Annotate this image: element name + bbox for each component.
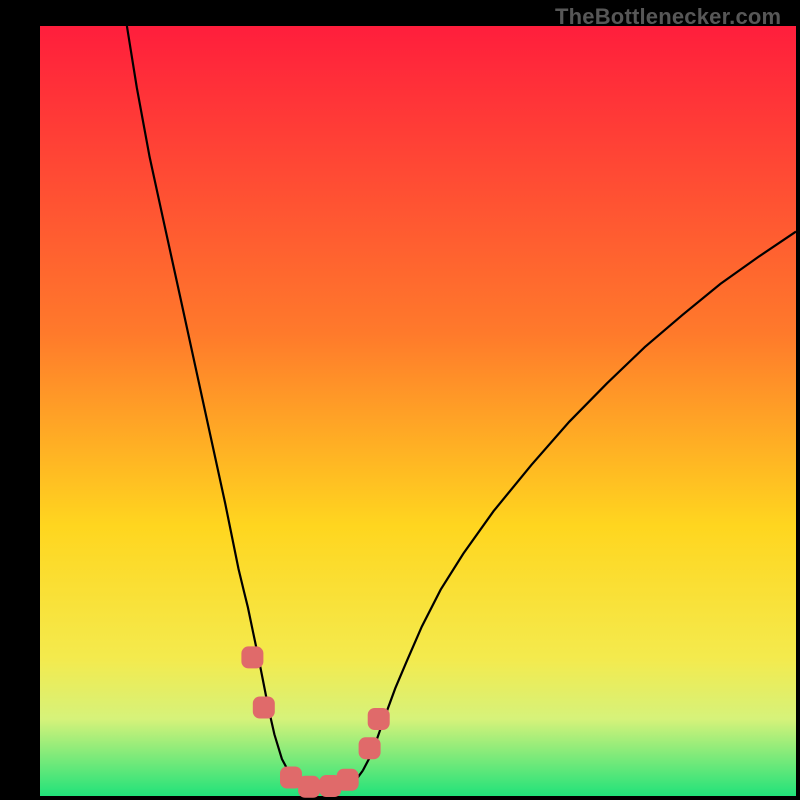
curve-right (363, 232, 796, 771)
marker (298, 776, 320, 798)
marker (359, 737, 381, 759)
markers-group (241, 646, 389, 797)
marker (253, 697, 275, 719)
marker (241, 646, 263, 668)
marker (337, 769, 359, 791)
marker (368, 708, 390, 730)
stage: TheBottlenecker.com (0, 0, 800, 800)
chart-svg (0, 0, 800, 800)
curve-left (127, 26, 363, 790)
